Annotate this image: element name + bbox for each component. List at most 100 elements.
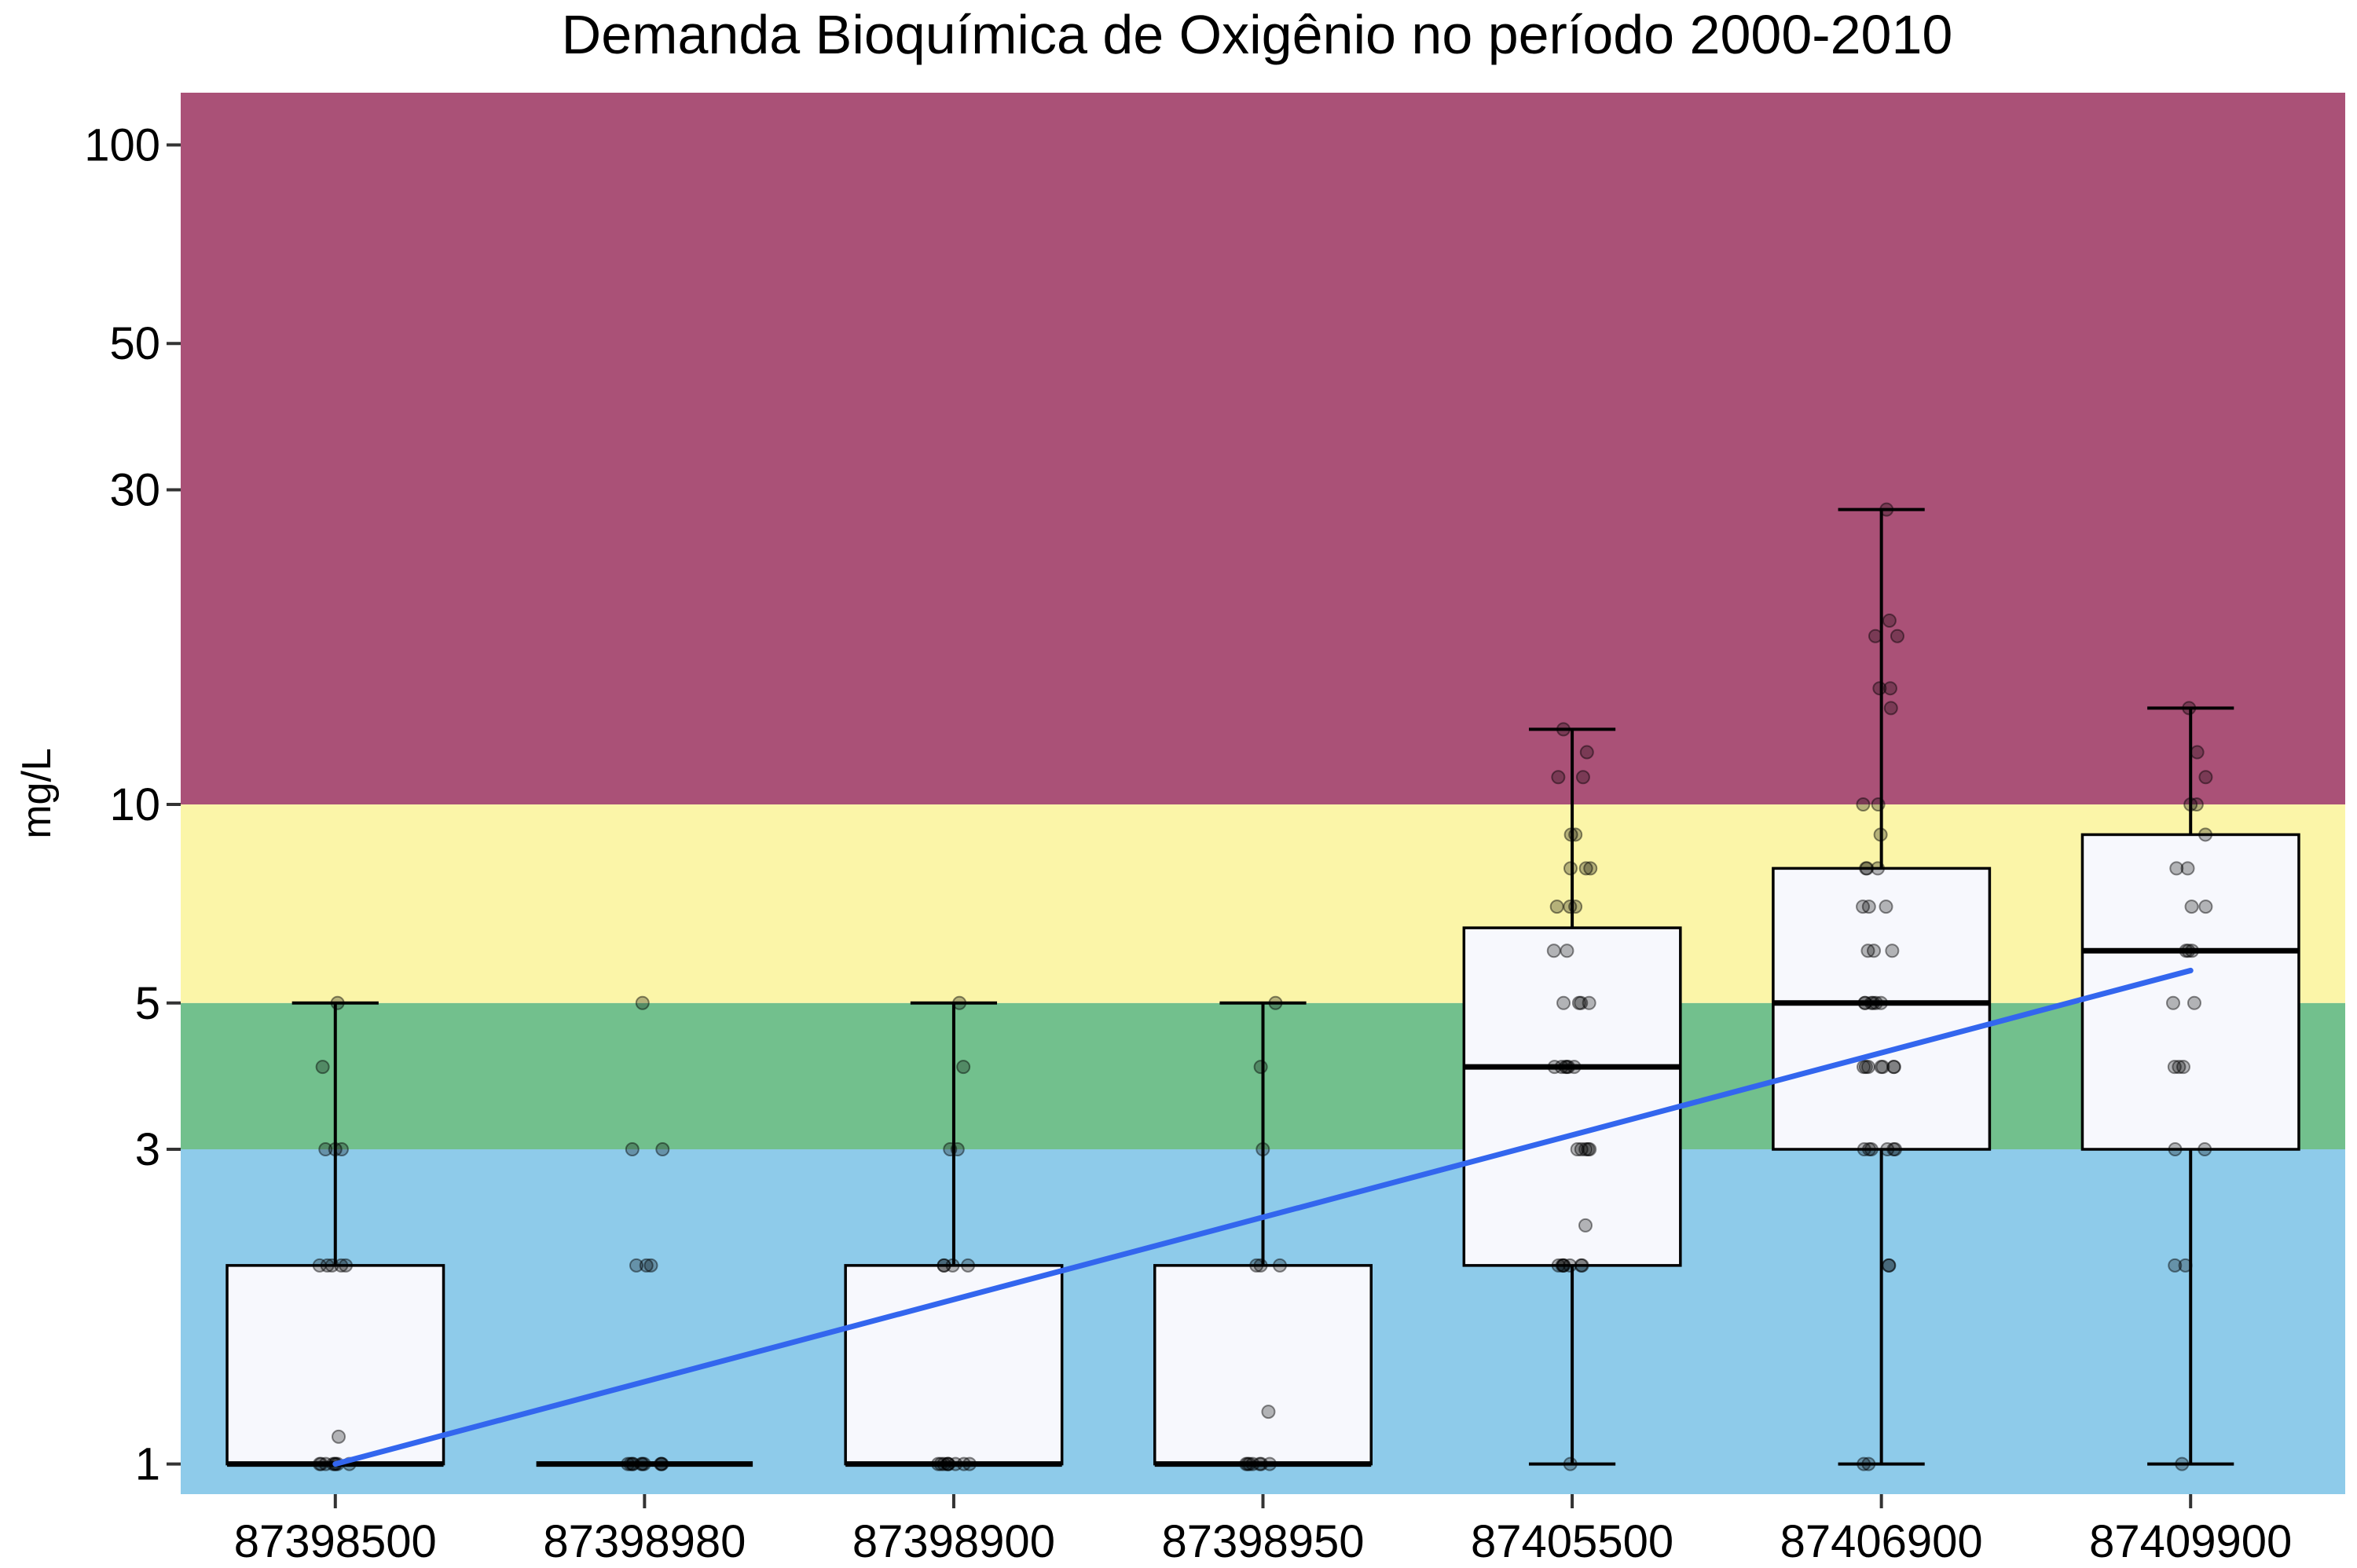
- data-point: [1556, 722, 1571, 737]
- data-point: [1857, 1142, 1871, 1157]
- y-tick-label: 30: [109, 464, 160, 515]
- data-point: [1253, 1060, 1268, 1075]
- data-point: [937, 1258, 951, 1273]
- data-point: [1570, 1142, 1585, 1157]
- data-point: [1871, 861, 1886, 876]
- data-point: [635, 1456, 650, 1471]
- data-point: [1549, 899, 1564, 914]
- data-point: [1555, 1258, 1570, 1273]
- data-point: [2182, 701, 2197, 716]
- data-point: [2179, 943, 2194, 958]
- data-point: [1875, 1060, 1890, 1075]
- data-point: [1575, 770, 1590, 785]
- y-axis-label: mg/L: [14, 748, 60, 839]
- data-point: [1567, 1060, 1582, 1075]
- data-point: [318, 1456, 333, 1471]
- data-point: [2189, 797, 2204, 812]
- box-87398500: [225, 1001, 445, 1467]
- data-point: [1861, 1456, 1876, 1471]
- data-point: [318, 1142, 333, 1157]
- data-point: [1864, 1142, 1879, 1157]
- data-point: [952, 995, 967, 1010]
- data-point: [1574, 1258, 1589, 1273]
- y-tick-label: 3: [135, 1124, 160, 1175]
- data-point: [940, 1456, 955, 1471]
- data-point: [940, 1456, 955, 1471]
- data-point: [1857, 1456, 1871, 1471]
- data-point: [2198, 1142, 2212, 1157]
- data-point: [1888, 1142, 1903, 1157]
- x-tick-label: 87398500: [234, 1516, 437, 1567]
- data-point: [2172, 1060, 2187, 1075]
- data-point: [1879, 502, 1894, 517]
- data-point: [643, 1258, 658, 1273]
- band-3: [181, 93, 2345, 805]
- data-point: [625, 1456, 640, 1471]
- data-point: [2169, 861, 2184, 876]
- data-point: [1560, 1060, 1574, 1075]
- data-point: [1582, 995, 1596, 1010]
- data-point: [636, 1456, 651, 1471]
- data-point: [1881, 1258, 1896, 1273]
- data-point: [1560, 943, 1574, 958]
- data-point: [1551, 770, 1566, 785]
- data-point: [1582, 1142, 1597, 1157]
- data-point: [1571, 995, 1586, 1010]
- data-point: [1872, 681, 1887, 696]
- data-point: [654, 1456, 669, 1471]
- data-point: [1272, 1258, 1287, 1273]
- data-point: [937, 1258, 951, 1273]
- data-point: [1883, 701, 1898, 716]
- data-point: [1563, 899, 1578, 914]
- data-point: [948, 1456, 963, 1471]
- data-point: [1886, 1060, 1901, 1075]
- data-point: [937, 1456, 951, 1471]
- data-point: [1874, 1060, 1889, 1075]
- box-87405500: [1462, 727, 1682, 1466]
- data-point: [339, 1258, 354, 1273]
- data-point: [1886, 1142, 1901, 1157]
- data-point: [2198, 899, 2213, 914]
- data-point: [1578, 1142, 1593, 1157]
- data-point: [334, 1142, 349, 1157]
- data-point: [654, 1456, 669, 1471]
- data-point: [1554, 1060, 1569, 1075]
- data-point: [1563, 861, 1578, 876]
- data-point: [2181, 943, 2196, 958]
- data-point: [1574, 995, 1589, 1010]
- data-point: [2187, 995, 2201, 1010]
- data-point: [629, 1258, 644, 1273]
- data-point: [1556, 1258, 1571, 1273]
- data-point: [1563, 1258, 1578, 1273]
- data-point: [1879, 899, 1893, 914]
- x-tick-label: 87409900: [2089, 1516, 2292, 1567]
- data-point: [1547, 1060, 1562, 1075]
- y-tick-label: 1: [135, 1439, 160, 1490]
- box-body: [1153, 1264, 1373, 1466]
- data-point: [1856, 797, 1871, 812]
- data-point: [1261, 1405, 1276, 1420]
- data-point: [1252, 1456, 1267, 1471]
- data-point: [1568, 827, 1583, 842]
- data-point: [2184, 899, 2199, 914]
- data-point: [1882, 1258, 1897, 1273]
- data-point: [1867, 943, 1882, 958]
- data-point: [931, 1456, 946, 1471]
- trend-line: [332, 967, 2194, 1467]
- data-point: [1546, 943, 1561, 958]
- x-tick-label: 87398980: [543, 1516, 746, 1567]
- data-point: [1868, 995, 1883, 1010]
- data-point: [1561, 1060, 1576, 1075]
- data-point: [1860, 943, 1875, 958]
- jitter-points: [312, 502, 2213, 1471]
- data-point: [2168, 1142, 2183, 1157]
- box-body: [1462, 926, 1682, 1267]
- data-point: [2168, 1258, 2183, 1273]
- data-point: [332, 1429, 346, 1444]
- data-point: [1253, 1258, 1268, 1273]
- data-point: [956, 1060, 971, 1075]
- data-point: [2198, 827, 2213, 842]
- data-point: [1857, 995, 1872, 1010]
- data-point: [2190, 745, 2205, 760]
- data-point: [2176, 1060, 2190, 1075]
